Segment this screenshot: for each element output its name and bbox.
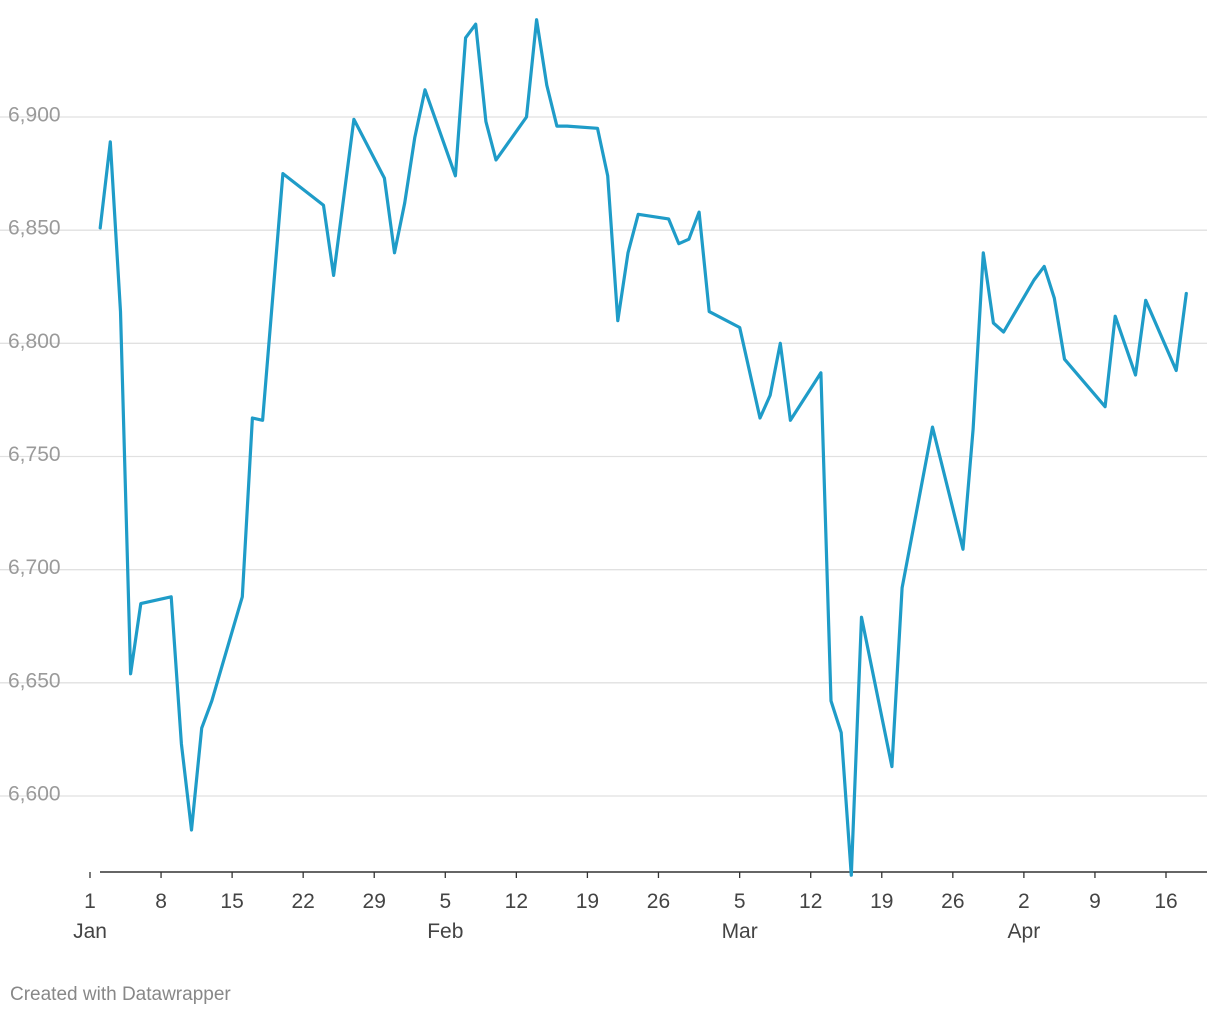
series-layer xyxy=(98,18,1188,877)
credit-text: Created with Datawrapper xyxy=(10,984,231,1005)
y-axis-tick-labels: 6,600 6,650 6,700 6,750 6,800 6,850 6,900 xyxy=(8,104,61,806)
series-line xyxy=(98,18,1188,877)
x-tick-label: 2 xyxy=(1018,890,1030,913)
x-axis: 1 Jan 8 15 22 29 5 Feb 12 19 26 5 Mar 12 19 26 2 Apr 9 16 xyxy=(73,871,1207,943)
y-tick-label: 6,900 xyxy=(8,104,61,127)
x-tick-label: 5 xyxy=(734,890,746,913)
x-tick-label: 8 xyxy=(155,890,167,913)
x-tick-month-label: Feb xyxy=(427,920,463,943)
x-tick-label: 12 xyxy=(505,890,528,913)
x-tick-label: 15 xyxy=(220,890,243,913)
x-tick-label: 1 xyxy=(84,890,96,913)
x-tick-month-label: Mar xyxy=(722,920,758,943)
y-tick-label: 6,800 xyxy=(8,330,61,353)
y-tick-label: 6,650 xyxy=(8,669,61,692)
y-tick-label: 6,750 xyxy=(8,443,61,466)
y-tick-label: 6,850 xyxy=(8,217,61,240)
x-tick-month-label: Jan xyxy=(73,920,107,943)
x-tick-label: 26 xyxy=(647,890,670,913)
x-tick-label: 22 xyxy=(291,890,314,913)
x-tick-label: 26 xyxy=(941,890,964,913)
x-tick-label: 16 xyxy=(1154,890,1177,913)
x-tick-label: 5 xyxy=(439,890,451,913)
x-tick-label: 19 xyxy=(576,890,599,913)
x-tick-label: 19 xyxy=(870,890,893,913)
x-tick-label: 29 xyxy=(363,890,386,913)
x-tick-month-label: Apr xyxy=(1008,920,1041,943)
gridlines xyxy=(0,116,1207,797)
x-tick-label: 12 xyxy=(799,890,822,913)
x-tick-label: 9 xyxy=(1089,890,1101,913)
y-tick-label: 6,700 xyxy=(8,556,61,579)
y-tick-label: 6,600 xyxy=(8,783,61,806)
